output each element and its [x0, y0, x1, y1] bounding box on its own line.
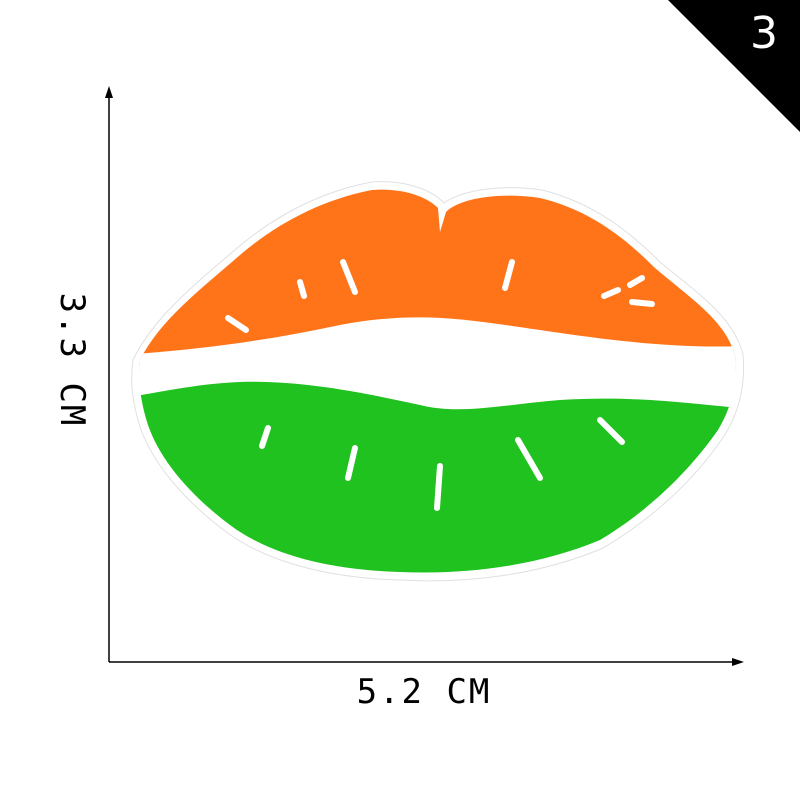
vertical-arrow-icon: [105, 86, 113, 98]
patch-middle-band: [139, 317, 736, 410]
image-number: 3: [750, 8, 778, 59]
horizontal-arrow-icon: [732, 658, 744, 666]
width-label: 5.2 CM: [356, 672, 492, 712]
